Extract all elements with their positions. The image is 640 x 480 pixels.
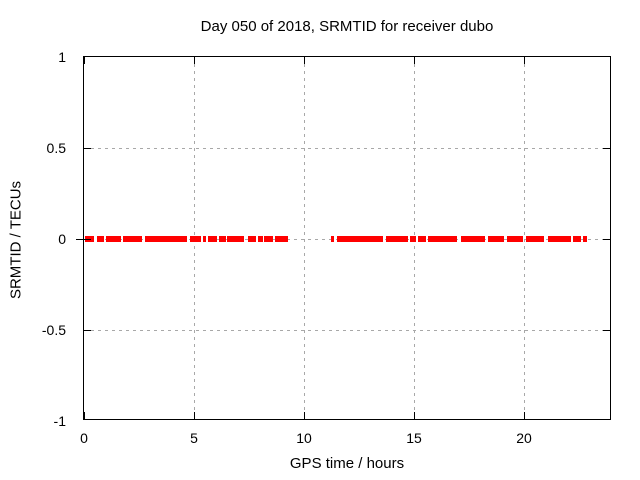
data-segment	[189, 236, 202, 242]
x-tick-bottom	[194, 412, 195, 419]
data-segment	[208, 236, 218, 242]
data-segment	[258, 236, 263, 242]
x-tick-label: 15	[406, 430, 422, 446]
x-tick-label: 10	[296, 430, 312, 446]
data-segment	[548, 236, 572, 242]
data-segment	[386, 236, 408, 242]
x-tick-label: 5	[190, 430, 198, 446]
x-tick-top	[304, 57, 305, 64]
y-tick-label: 0	[58, 231, 66, 247]
data-segment	[461, 236, 486, 242]
x-tick-top	[524, 57, 525, 64]
x-axis-title: GPS time / hours	[289, 455, 405, 472]
x-tick-top	[414, 57, 415, 64]
x-tick-bottom	[414, 412, 415, 419]
x-tick-bottom	[84, 412, 85, 419]
y-tick-label: -1	[53, 413, 66, 429]
data-segment	[96, 236, 104, 242]
data-segment	[264, 236, 273, 242]
data-segment	[337, 236, 383, 242]
data-segment	[123, 236, 143, 242]
y-gridline	[84, 330, 610, 331]
data-segment	[202, 236, 207, 242]
x-gridline	[524, 57, 525, 419]
data-segment	[410, 236, 416, 242]
y-tick-left	[84, 148, 91, 149]
data-segment	[274, 236, 288, 242]
y-tick-label: 0.5	[46, 140, 66, 156]
y-tick-label: -0.5	[41, 322, 66, 338]
data-segment	[144, 236, 188, 242]
x-tick-label: 0	[80, 430, 88, 446]
y-gridline	[84, 148, 610, 149]
data-segment	[583, 236, 587, 242]
data-segment	[487, 236, 505, 242]
data-segment	[227, 236, 245, 242]
y-tick-right	[603, 148, 610, 149]
y-tick-left	[84, 330, 91, 331]
x-tick-top	[194, 57, 195, 64]
chart-title: Day 050 of 2018, SRMTID for receiver dub…	[200, 18, 494, 35]
data-segment	[106, 236, 122, 242]
y-zero-axis-tick	[76, 239, 91, 240]
data-segment	[525, 236, 544, 242]
x-tick-bottom	[524, 412, 525, 419]
plot-area: 0 5 10 15 20 1 0.5 0 -0.5 -1	[42, 49, 611, 446]
x-tick-bottom	[304, 412, 305, 419]
data-segment	[331, 236, 335, 242]
y-tick-right	[603, 239, 610, 240]
y-tick-label: 1	[58, 49, 66, 65]
data-segment	[507, 236, 523, 242]
x-gridline	[304, 57, 305, 419]
x-tick-top	[84, 57, 85, 64]
data-segment	[427, 236, 457, 242]
y-tick-right	[603, 330, 610, 331]
data-segment	[247, 236, 257, 242]
data-segment	[219, 236, 226, 242]
x-tick-label: 20	[516, 430, 532, 446]
data-segment	[418, 236, 427, 242]
data-segment	[573, 236, 581, 242]
